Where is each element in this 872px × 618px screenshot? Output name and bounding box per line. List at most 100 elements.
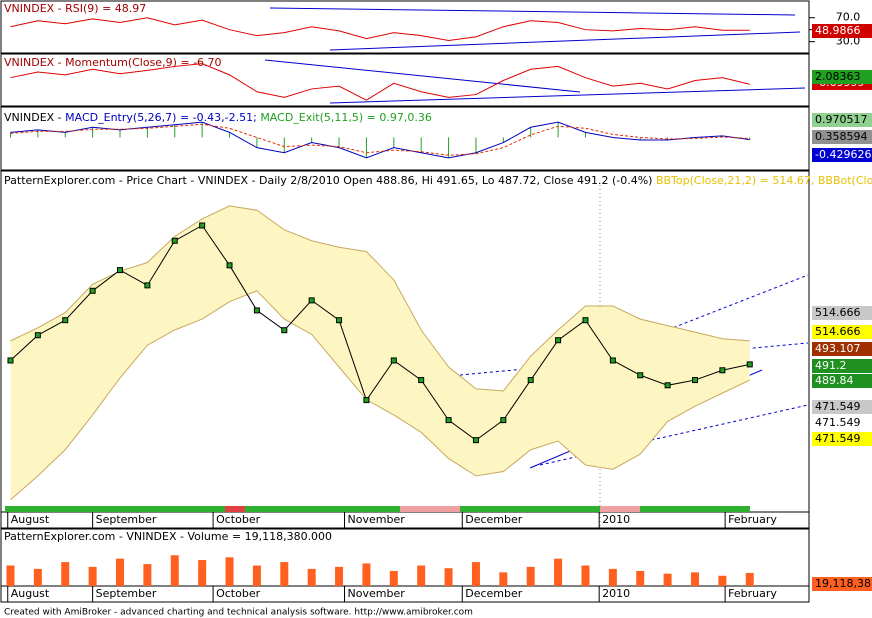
value-box	[812, 130, 872, 144]
pane-title: VNINDEX - Momentum(Close,9) = -6.70	[4, 56, 222, 69]
value-box	[812, 148, 872, 162]
trend-channel	[539, 404, 809, 466]
value-box	[812, 70, 872, 84]
value-box-label: 0.358594	[815, 130, 868, 143]
volume-bar	[417, 565, 426, 586]
x-tick-label: October	[216, 513, 260, 526]
footer: Created with AmiBroker - advanced charti…	[4, 608, 473, 618]
close-marker	[89, 287, 96, 294]
value-box	[812, 306, 872, 320]
x-tick-label: 2010	[602, 513, 630, 526]
close-marker	[281, 327, 288, 334]
band-line	[10, 290, 750, 501]
volume-bar	[143, 564, 152, 586]
volume-bar	[307, 568, 316, 586]
x-tick-label: November	[348, 513, 406, 526]
x-tick-label: November	[348, 587, 406, 600]
x-tick-label: December	[465, 587, 523, 600]
value-box-label: 2.08363	[815, 70, 861, 83]
value-box	[812, 577, 872, 591]
value-box-label: 514.666	[815, 306, 861, 319]
rsi-trend	[329, 31, 801, 51]
rsi-trend	[269, 7, 796, 16]
volume-bar	[636, 570, 645, 586]
close-line	[10, 224, 750, 441]
x-tick-label: December	[465, 513, 523, 526]
close-marker	[527, 377, 534, 384]
pane-title: PatternExplorer.com - Price Chart - VNIN…	[4, 174, 872, 187]
indicator-line	[10, 63, 750, 101]
volume-bar	[6, 565, 15, 586]
volume-pane	[0, 528, 810, 603]
close-marker	[363, 397, 370, 404]
volume-bar	[170, 555, 179, 586]
value-box-label: 48.9866	[815, 24, 861, 37]
value-box	[812, 416, 872, 430]
title-part: BBTop(Close,21,2) = 514.67, BBBot(Clos	[656, 174, 872, 187]
pane-title: VNINDEX - RSI(9) = 48.97	[4, 2, 146, 15]
volume-bar	[389, 570, 398, 586]
signal-line	[10, 123, 750, 156]
volume-bar	[280, 562, 289, 586]
value-box-label: 491.2	[815, 359, 847, 372]
value-box	[812, 342, 872, 356]
y-tick-label: 70.0	[836, 11, 861, 24]
title-part: VNINDEX -	[4, 111, 65, 124]
indicator-line	[10, 17, 750, 41]
x-tick-label: February	[728, 513, 777, 526]
volume-bar	[691, 572, 699, 586]
volume-bar	[581, 565, 590, 586]
close-marker	[746, 361, 753, 368]
title-part: MACD_Exit(5,11,5) = 0.97,0.36	[260, 111, 432, 124]
volume-bar	[718, 575, 727, 586]
value-box	[812, 113, 872, 127]
close-marker	[609, 357, 616, 364]
value-box-label: 471.549	[815, 416, 861, 429]
close-marker	[418, 377, 425, 384]
volume-bar	[362, 563, 371, 586]
volume-bar	[499, 572, 508, 586]
band-line	[10, 205, 750, 392]
momentum-pane	[0, 53, 810, 107]
macd-line	[10, 121, 750, 159]
value-box-label: 471.549	[815, 432, 861, 445]
close-marker	[719, 367, 726, 374]
close-marker	[664, 382, 671, 389]
close-marker	[637, 372, 644, 379]
volume-bar	[88, 566, 97, 586]
volume-bar	[663, 573, 672, 586]
close-marker	[336, 317, 343, 324]
value-box-label: -0.429626	[815, 148, 871, 161]
signal-strip	[225, 506, 245, 512]
close-marker	[500, 417, 507, 424]
volume-bar	[225, 557, 234, 586]
bollinger-band	[10, 205, 750, 500]
value-box-label: 0.970517	[815, 113, 868, 126]
close-marker	[34, 332, 41, 339]
x-tick-label: August	[11, 513, 50, 526]
x-tick-label: August	[11, 587, 50, 600]
x-tick-label: 2010	[602, 587, 630, 600]
volume-bar	[554, 558, 563, 586]
close-marker	[117, 267, 123, 274]
close-marker	[62, 317, 69, 324]
volume-bar	[335, 566, 344, 586]
volume-bar	[444, 568, 453, 586]
close-marker	[692, 377, 698, 384]
close-marker	[390, 357, 397, 364]
value-box-label: 493.107	[815, 342, 861, 355]
volume-bar	[608, 568, 617, 586]
close-marker	[582, 317, 589, 324]
x-tick-label: October	[216, 587, 260, 600]
value-box-label: 514.666	[815, 325, 861, 338]
close-marker	[308, 297, 315, 304]
pane-title: VNINDEX - MACD_Entry(5,26,7) = -0.43,-2.…	[4, 111, 432, 124]
close-marker	[226, 262, 233, 269]
close-marker	[253, 307, 260, 314]
volume-bar	[745, 572, 754, 586]
signal-strip	[600, 506, 640, 512]
title-part: PatternExplorer.com - Price Chart - VNIN…	[4, 174, 656, 187]
macd-pane	[0, 106, 810, 171]
close-marker	[144, 282, 151, 289]
